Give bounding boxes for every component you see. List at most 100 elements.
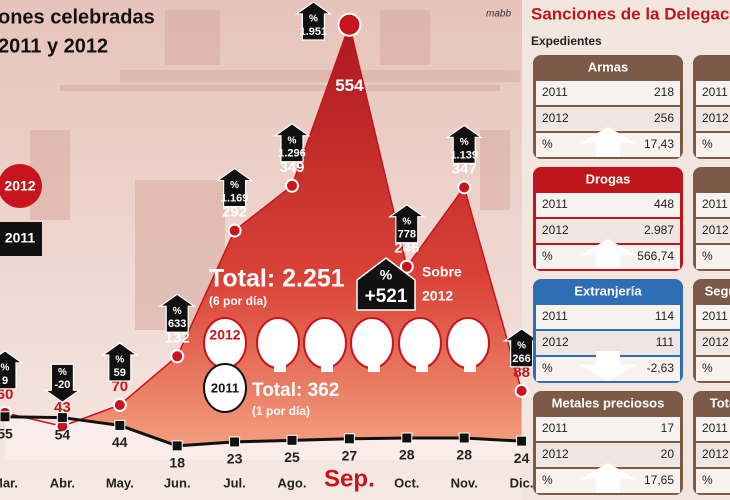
panel-subtitle: Expedientes	[531, 34, 602, 48]
row-label: %	[702, 249, 713, 263]
value-label: 28	[399, 447, 415, 463]
row-value: 2.987	[644, 223, 674, 237]
point	[401, 432, 413, 444]
head-icon	[464, 360, 476, 372]
point	[227, 223, 242, 238]
row-label: 2012	[702, 335, 729, 349]
box-row	[696, 193, 730, 217]
change-symbol: %	[460, 137, 469, 148]
trend-arrow	[580, 239, 636, 269]
point	[0, 411, 11, 423]
point	[112, 398, 127, 412]
change-symbol: %	[402, 216, 411, 227]
box-row	[696, 133, 730, 157]
value-label: 246	[394, 240, 419, 257]
change-arrow	[387, 203, 426, 244]
row-label: 2012	[702, 111, 729, 125]
row-value: 218	[654, 85, 674, 99]
box-row	[696, 417, 730, 441]
increase-arrow	[356, 257, 416, 311]
value-label: 27	[342, 447, 358, 463]
change-arrow	[215, 167, 254, 208]
row-label: 2011	[542, 85, 568, 99]
row-value: 566,74	[637, 249, 674, 263]
x-tick-label: Nov.	[451, 475, 478, 490]
change-label: 1.169	[221, 192, 249, 204]
box-title: Extranjería	[574, 283, 642, 298]
increase-label: +521	[365, 286, 408, 307]
value-label: 25	[284, 449, 300, 465]
row-value: 114	[655, 309, 674, 323]
box-title: Drogas	[586, 171, 631, 186]
value-label: 28	[456, 447, 472, 463]
head-icon	[321, 360, 333, 372]
row-value: 448	[654, 197, 674, 211]
row-label: %	[542, 137, 553, 151]
change-symbol: %	[1, 362, 10, 373]
change-label: 1.951	[300, 26, 328, 38]
value-label: 70	[111, 378, 128, 395]
x-tick-label: Abr.	[50, 475, 75, 490]
increase-symbol: %	[380, 267, 393, 283]
point	[285, 178, 299, 193]
box-row	[696, 219, 730, 243]
change-arrow	[445, 124, 484, 164]
row-label: 2011	[702, 85, 728, 99]
row-value: 17,43	[644, 137, 674, 151]
trend-arrow	[580, 127, 636, 157]
panel-title: Sanciones de la Delegación	[531, 4, 730, 23]
row-label: 2012	[702, 223, 729, 237]
value-label: 132	[165, 329, 190, 346]
legend-swatch-2012	[0, 164, 42, 208]
row-label: %	[542, 473, 553, 487]
head-icon	[368, 360, 380, 372]
value-label: 55	[0, 425, 13, 441]
point	[114, 419, 126, 431]
sobre-year: 2012	[422, 288, 453, 304]
box-row	[536, 81, 680, 105]
box-title: Metales preciosos	[552, 395, 665, 410]
x-tick-label: Sep.	[324, 465, 375, 492]
value-label: 554	[335, 76, 364, 95]
series-line	[4, 415, 522, 448]
point	[170, 349, 185, 364]
x-tick-label: Jul.	[223, 475, 245, 490]
change-label: 633	[168, 318, 186, 330]
box-row	[536, 305, 680, 329]
per-day: (6 por día)	[209, 294, 267, 308]
point	[229, 436, 241, 448]
point	[457, 180, 472, 195]
row-value: 111	[656, 335, 675, 349]
trend-arrow	[580, 351, 636, 381]
x-tick-label: Oct.	[394, 475, 419, 490]
point	[337, 12, 362, 37]
change-arrow	[43, 363, 82, 403]
box-row	[696, 305, 730, 329]
row-label: 2011	[702, 421, 728, 435]
change-arrow	[158, 293, 197, 333]
row-value: 256	[654, 111, 674, 125]
row-label: %	[702, 137, 713, 151]
box-title: Segur	[705, 283, 730, 298]
head-label: 2012	[209, 327, 240, 343]
change-symbol: %	[309, 14, 318, 25]
change-arrow	[273, 123, 311, 163]
box-title: Tota	[710, 395, 730, 410]
point	[286, 434, 298, 446]
box-row	[696, 357, 730, 381]
value-label: 347	[452, 160, 477, 177]
total-2012: Total: 2.251	[209, 265, 345, 293]
lower-fill	[5, 416, 522, 460]
point	[514, 383, 529, 398]
series-line	[4, 22, 523, 427]
point	[343, 433, 355, 445]
box-row	[696, 469, 730, 493]
change-symbol: %	[58, 367, 67, 378]
box-row	[536, 417, 680, 441]
change-label: 9	[2, 375, 8, 387]
row-value: 17	[661, 421, 675, 435]
title: ones celebradas	[0, 6, 155, 28]
change-symbol: %	[230, 180, 239, 191]
head-icon	[416, 360, 428, 372]
box-row	[696, 443, 730, 467]
